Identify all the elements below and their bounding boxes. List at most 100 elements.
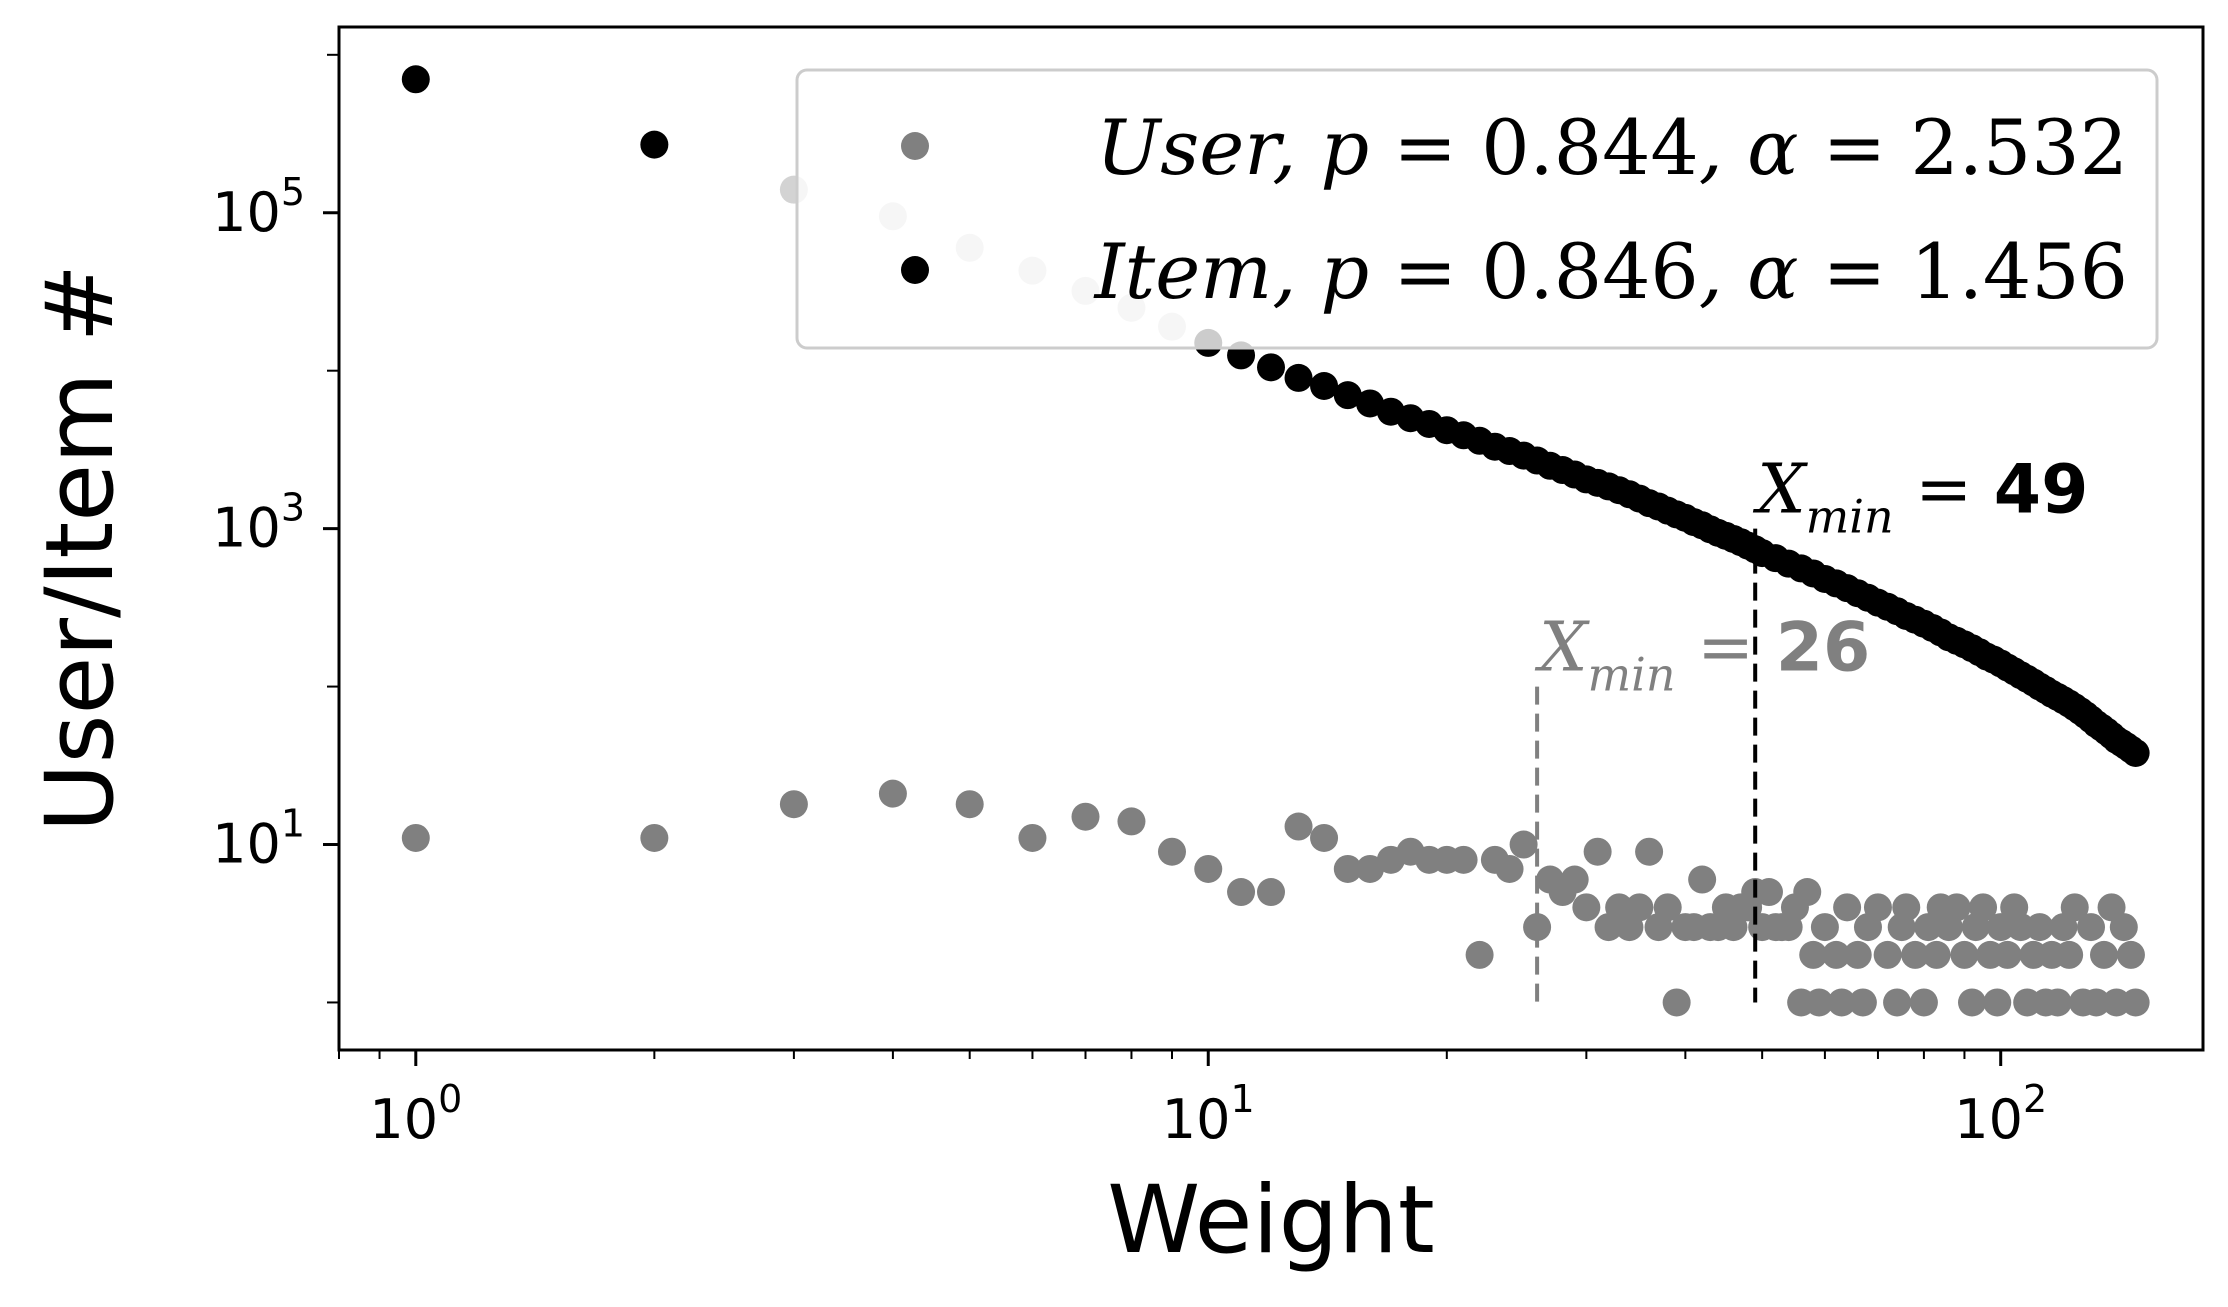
user-point-78	[1950, 940, 1979, 969]
user-point-24	[1509, 830, 1538, 859]
user-point-95	[2055, 940, 2084, 969]
user-point-103	[2109, 913, 2138, 942]
legend-box	[795, 68, 2159, 350]
user-point-79	[1958, 988, 1987, 1017]
user-point-72	[1909, 988, 1938, 1017]
user-point-14	[1333, 854, 1362, 883]
user-point-83	[1983, 988, 2012, 1017]
legend: User, p = 0.844, α = 2.532 Item, p = 0.84…	[795, 68, 2159, 350]
user-point-104	[2116, 940, 2145, 969]
legend-marker-user	[901, 132, 929, 160]
user-point-59	[1810, 913, 1839, 942]
user-point-68	[1883, 988, 1912, 1017]
legend-marker-item	[901, 256, 929, 284]
user-point-37	[1653, 893, 1682, 922]
user_xmin-label-sub: min	[1588, 648, 1676, 702]
user-point-25	[1523, 913, 1552, 942]
user-point-10	[1227, 878, 1256, 907]
x-axis: 100 101 102	[338, 1050, 2047, 1151]
user_xmin-label-var: X	[1534, 609, 1590, 688]
user-point-93	[2043, 988, 2072, 1017]
user-point-90	[2025, 913, 2054, 942]
user-point-63	[1843, 940, 1872, 969]
user-point-34	[1625, 893, 1654, 922]
item_xmin-label-eq: =	[1894, 451, 1994, 530]
y-tick-label-1000: 103	[212, 486, 305, 560]
user-point-84	[1986, 913, 2015, 942]
item-point-1	[640, 130, 669, 159]
user-point-58	[1805, 988, 1834, 1017]
item-point-11	[1257, 353, 1285, 382]
user-point-41	[1688, 865, 1717, 894]
user-point-6	[1071, 802, 1100, 831]
user-point-57	[1799, 940, 1828, 969]
x-tick-label-100: 102	[1954, 1077, 2047, 1151]
legend-p-user: 0.844	[1481, 103, 1699, 192]
user-point-100	[2089, 940, 2118, 969]
user-point-0	[401, 823, 430, 852]
user-point-70	[1892, 893, 1921, 922]
user-point-64	[1848, 988, 1877, 1017]
legend-alpha-item: 1.456	[1910, 227, 2128, 316]
user_xmin-label-eq: =	[1675, 609, 1775, 688]
x-tick-label-10: 101	[1162, 1077, 1255, 1151]
user-point-56	[1793, 878, 1822, 907]
user-point-7	[1117, 807, 1146, 836]
user-point-105	[2121, 988, 2150, 1017]
y-axis-title: User/Item #	[26, 264, 135, 833]
user-point-96	[2060, 893, 2089, 922]
user_xmin-label: Xmin = 26	[1534, 609, 1870, 702]
user-point-8	[1157, 837, 1186, 866]
user_xmin-label-value: 26	[1776, 609, 1871, 688]
user-point-29	[1572, 893, 1601, 922]
item-point-0	[401, 65, 430, 94]
item-point-13	[1310, 371, 1339, 400]
user-point-5	[1018, 823, 1047, 852]
user-point-2	[779, 790, 808, 819]
legend-label-item: Item, p = 0.846, α = 1.456	[1093, 227, 2128, 316]
user-point-28	[1560, 865, 1589, 894]
legend-series-name-item: Item	[1093, 227, 1273, 316]
user-point-67	[1873, 940, 1902, 969]
item_xmin-label-sub: min	[1806, 490, 1894, 544]
user-point-50	[1754, 878, 1783, 907]
user-point-38	[1662, 988, 1691, 1017]
user-point-62	[1833, 893, 1862, 922]
item-point-98	[2121, 738, 2150, 767]
user-point-71	[1901, 940, 1930, 969]
user-point-15	[1356, 854, 1385, 883]
legend-label-user: User, p = 0.844, α = 2.532	[1096, 103, 2128, 192]
user-point-60	[1822, 940, 1851, 969]
user-point-23	[1495, 854, 1524, 883]
user-point-30	[1583, 837, 1612, 866]
plot-frame	[337, 25, 2205, 1052]
user-point-13	[1310, 823, 1339, 852]
item_xmin-label-var: X	[1752, 451, 1808, 530]
user-point-35	[1635, 837, 1664, 866]
item_xmin-label: Xmin = 49	[1752, 451, 2088, 544]
item-point-14	[1333, 381, 1362, 410]
user-point-3	[878, 779, 907, 808]
y-tick-label-10: 101	[212, 802, 305, 876]
user-point-98	[2077, 913, 2106, 942]
user-point-4	[955, 790, 984, 819]
user-point-66	[1863, 893, 1892, 922]
user-point-20	[1449, 845, 1478, 874]
user-point-21	[1465, 940, 1494, 969]
x-axis-title: Weight	[1107, 1166, 1435, 1275]
item-point-12	[1284, 363, 1313, 392]
y-tick-label-100000: 105	[212, 170, 305, 244]
item_xmin-label-value: 49	[1994, 451, 2089, 530]
y-axis: 101 103 105	[212, 53, 339, 1004]
user-point-102	[2102, 988, 2131, 1017]
legend-series-name-user: User	[1096, 103, 1285, 192]
user-point-81	[1969, 893, 1998, 922]
user-point-77	[1942, 893, 1971, 922]
user-point-85	[1993, 940, 2022, 969]
user-point-74	[1922, 940, 1951, 969]
data-points	[401, 65, 2150, 1017]
user-point-61	[1827, 988, 1856, 1017]
user-point-12	[1284, 812, 1313, 841]
